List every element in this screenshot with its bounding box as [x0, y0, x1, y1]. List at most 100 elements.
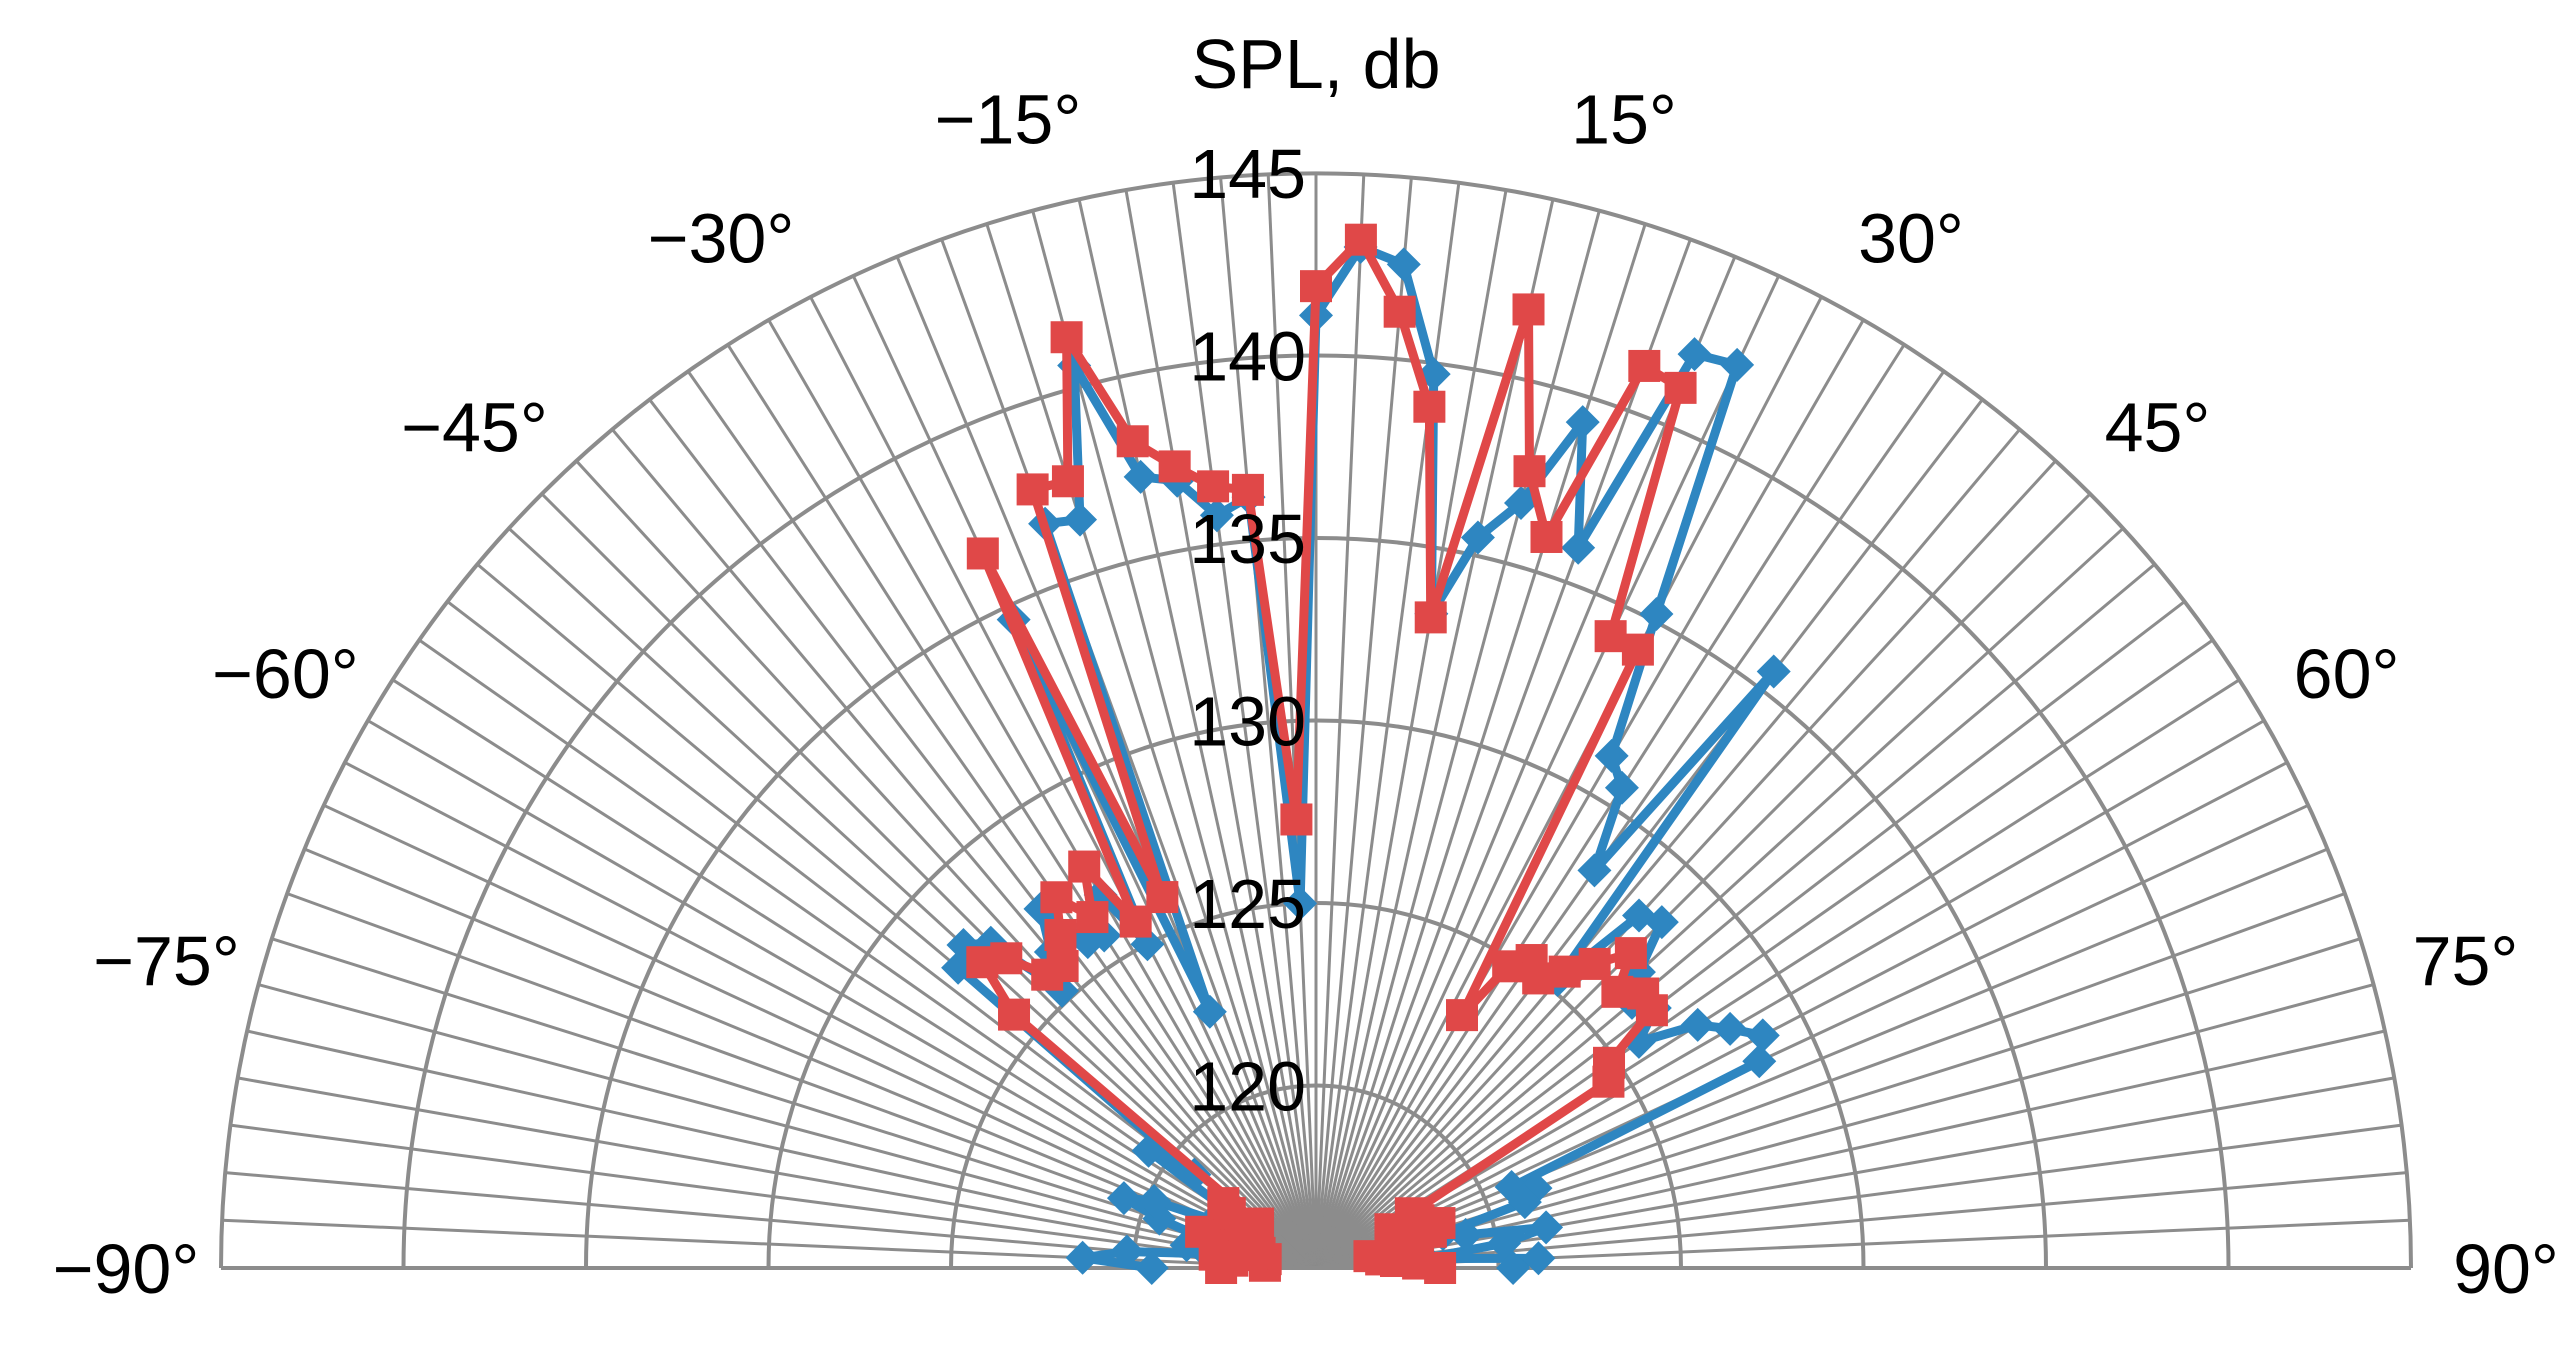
data-point-square [1530, 520, 1563, 553]
data-point-square [1578, 947, 1611, 980]
data-point-diamond [1503, 485, 1538, 520]
data-point-square [998, 998, 1031, 1031]
data-point-square [1413, 390, 1446, 423]
data-point-square [1300, 270, 1332, 303]
angular-tick-label: 30° [1858, 199, 1964, 277]
data-point-square [1344, 223, 1377, 256]
data-point-square [1548, 955, 1581, 988]
data-point-diamond [1713, 1011, 1748, 1046]
data-point-diamond [1109, 1234, 1144, 1269]
data-point-diamond [1283, 886, 1318, 921]
data-point-diamond [1386, 247, 1421, 282]
data-point-square [1635, 994, 1668, 1027]
radial-tick-label: 145 [1189, 135, 1306, 213]
data-point-diamond [1448, 1217, 1483, 1252]
data-point-square [1592, 1065, 1625, 1098]
data-point-diamond [1134, 1251, 1169, 1285]
data-point-diamond [1677, 337, 1712, 372]
data-point-diamond [1199, 498, 1234, 533]
data-point-square [1050, 321, 1083, 354]
series-1-line [953, 242, 1779, 1273]
radial-grid-ring [584, 536, 2048, 1269]
data-point-diamond [1745, 1018, 1780, 1053]
data-point-square [1414, 601, 1447, 634]
radial-tick-labels: 120 125 130 135 140 145 [1189, 135, 1306, 1126]
series-layer [941, 223, 1791, 1285]
data-point-square [1040, 881, 1073, 914]
angular-tick-label: −15° [935, 81, 1082, 159]
data-point-square [1424, 1252, 1457, 1284]
data-point-square [1076, 901, 1109, 934]
data-point-diamond [1521, 1241, 1556, 1276]
data-point-square [1664, 371, 1697, 404]
data-point-square [1621, 633, 1654, 666]
data-point-square [1242, 1207, 1275, 1240]
radial-grid-ring [766, 718, 1866, 1269]
data-point-square [1197, 470, 1230, 503]
angular-tick-label: −30° [648, 199, 795, 277]
chart-title: SPL, db [1191, 25, 1440, 103]
angular-tick-label: 60° [2294, 635, 2400, 713]
data-point-diamond [1565, 405, 1600, 440]
data-point-diamond [1604, 770, 1639, 805]
angular-tick-label: 90° [2453, 1230, 2559, 1308]
data-point-square [1119, 905, 1152, 938]
data-point-diamond [1720, 347, 1755, 382]
data-point-square [1158, 450, 1191, 483]
series-2 [966, 223, 1697, 1284]
radial-grid-ring [1131, 1083, 1501, 1269]
data-point-square [1231, 473, 1264, 506]
data-point-square [1628, 349, 1661, 382]
data-point-diamond [1577, 853, 1612, 888]
data-point-diamond [1680, 1007, 1715, 1042]
data-point-diamond [1529, 1210, 1564, 1245]
data-point-square [1383, 295, 1416, 328]
data-point-square [1016, 473, 1049, 506]
angular-tick-label: 45° [2105, 389, 2211, 467]
radial-tick-label: 125 [1189, 865, 1306, 943]
radial-tick-label: 140 [1189, 318, 1306, 396]
angular-tick-label: −60° [212, 635, 359, 713]
data-point-square [1594, 620, 1627, 653]
angular-tick-label: 75° [2413, 922, 2519, 1000]
angular-tick-labels: −90° −75° −60° −45° −30° −15° 15° 30° 45° 60° 75° 9… [53, 81, 2559, 1309]
radial-tick-label: 130 [1189, 683, 1306, 761]
data-point-diamond [1561, 530, 1596, 565]
data-point-square [966, 537, 999, 570]
data-point-diamond [1742, 1044, 1777, 1079]
data-point-square [1446, 999, 1478, 1032]
data-point-square [1207, 1187, 1240, 1220]
data-point-diamond [1137, 1183, 1172, 1218]
data-point-square [1280, 803, 1313, 836]
data-point-square [1068, 850, 1101, 883]
data-point-square [1614, 937, 1647, 970]
data-point-diamond [1496, 1251, 1531, 1285]
data-point-square [1146, 881, 1179, 914]
data-point-diamond [1063, 502, 1098, 537]
radial-grid-ring [219, 171, 2413, 1269]
data-point-diamond [1123, 459, 1158, 494]
data-point-square [1512, 293, 1545, 326]
data-point-diamond [1756, 654, 1791, 689]
data-point-diamond [1192, 994, 1227, 1029]
data-point-diamond [1507, 1185, 1542, 1220]
data-point-square [1046, 950, 1079, 983]
data-point-square [1116, 425, 1149, 458]
data-point-diamond [1106, 1181, 1141, 1216]
angular-tick-label: −45° [401, 389, 548, 467]
data-point-diamond [1460, 520, 1495, 555]
data-point-diamond [1594, 738, 1629, 773]
data-point-square [1044, 918, 1077, 951]
data-point-diamond [1065, 1240, 1100, 1275]
data-point-diamond [1639, 597, 1674, 632]
data-point-square [1513, 455, 1546, 488]
angular-tick-label: −75° [93, 922, 240, 1000]
data-point-square [990, 942, 1023, 975]
radial-tick-label: 120 [1189, 1048, 1306, 1126]
radial-tick-label: 135 [1189, 500, 1306, 578]
data-point-diamond [1644, 905, 1679, 940]
data-point-square [1051, 465, 1084, 498]
angular-tick-label: 15° [1571, 81, 1677, 159]
angular-tick-label: −90° [53, 1230, 200, 1308]
